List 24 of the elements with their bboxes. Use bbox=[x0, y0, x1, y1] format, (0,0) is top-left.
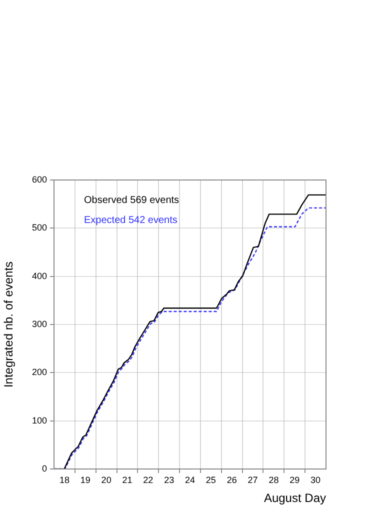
text: Expected 542 events bbox=[84, 214, 178, 226]
x-tick-label: 23 bbox=[164, 474, 174, 485]
y-tick-label: 100 bbox=[32, 415, 47, 426]
y-axis-title: Integrated nb. of events bbox=[2, 261, 16, 388]
x-tick-label: 21 bbox=[122, 474, 132, 485]
y-tick-label: 600 bbox=[32, 174, 47, 184]
x-tick-label: 28 bbox=[268, 474, 279, 485]
x-tick-label: 22 bbox=[143, 474, 154, 485]
x-axis-title: August Day bbox=[264, 491, 326, 506]
y-tick-label: 0 bbox=[42, 463, 47, 474]
y-tick-label: 200 bbox=[32, 367, 47, 378]
x-tick-label: 20 bbox=[101, 474, 112, 485]
y-tick-label: 400 bbox=[32, 270, 47, 281]
x-tick-label: 27 bbox=[248, 474, 258, 485]
y-tick-label: 300 bbox=[32, 318, 47, 329]
x-tick-label: 26 bbox=[226, 474, 237, 485]
y-tick-label: 500 bbox=[32, 222, 47, 233]
x-tick-label: 29 bbox=[290, 474, 300, 485]
x-tick-label: 24 bbox=[184, 474, 196, 485]
text: Observed 569 events bbox=[84, 194, 180, 206]
x-tick-label: 30 bbox=[310, 474, 321, 485]
x-tick-label: 19 bbox=[80, 474, 90, 485]
x-tick-label: 18 bbox=[59, 474, 70, 485]
x-tick-label: 25 bbox=[206, 474, 216, 485]
